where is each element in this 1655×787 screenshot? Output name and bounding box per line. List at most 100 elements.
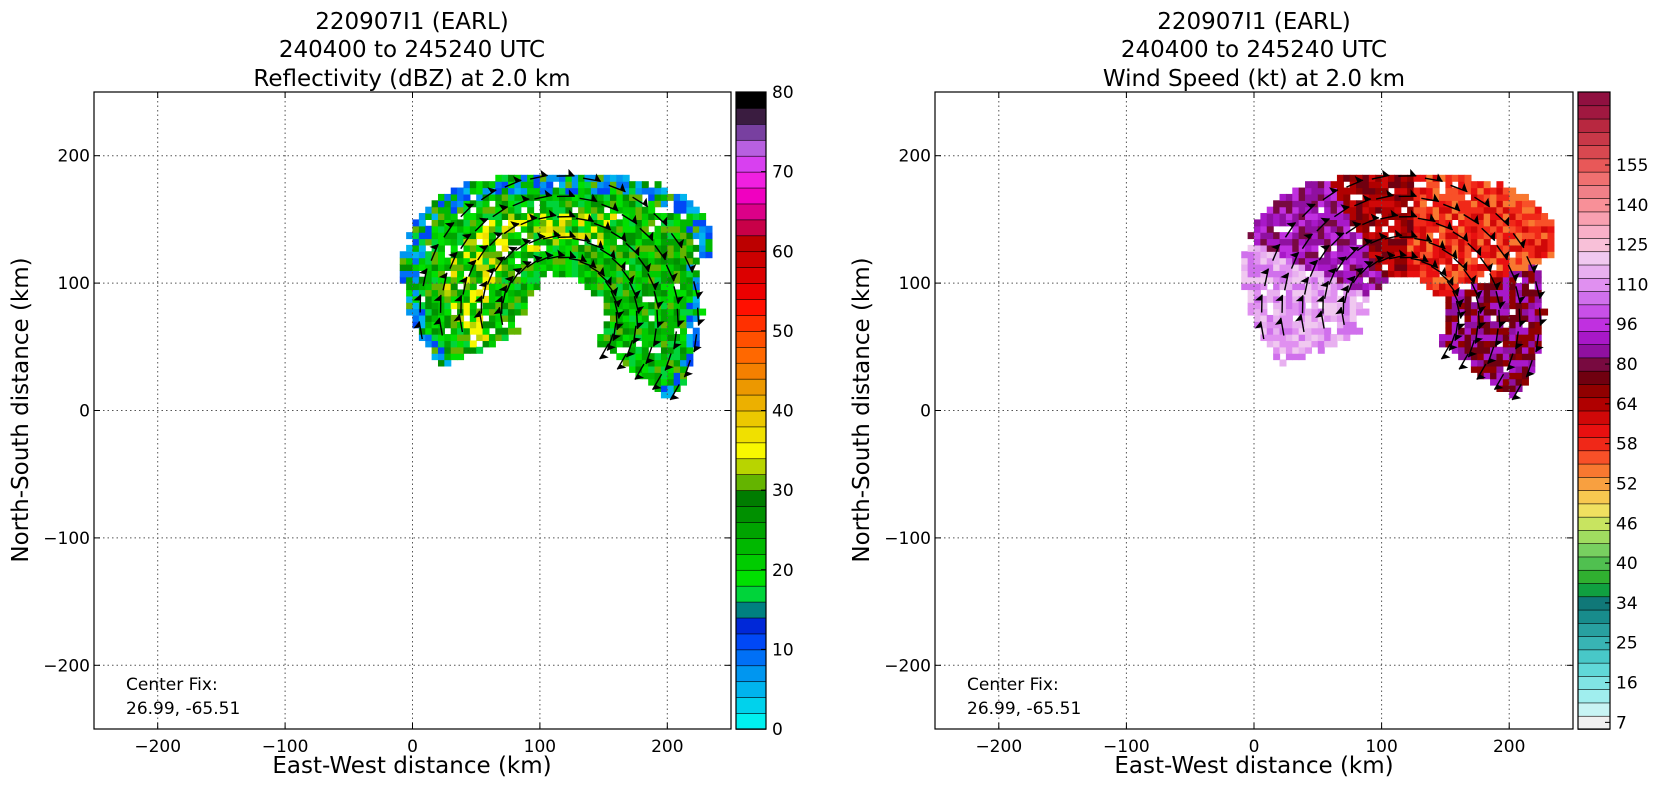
right-colorbar-label: 155 (1616, 156, 1648, 176)
right-field-cell (1451, 200, 1459, 208)
right-field-cell (1273, 270, 1281, 278)
left-field-cell (501, 334, 509, 342)
right-field-cell (1330, 289, 1338, 297)
right-field-cell (1477, 213, 1485, 220)
right-field-cell (1311, 232, 1319, 240)
left-barb-flag (631, 214, 638, 225)
right-field-cell (1419, 232, 1427, 240)
right-field-cell (1515, 346, 1523, 354)
right-field-cell (1273, 219, 1281, 227)
left-field-cell (444, 193, 452, 201)
left-colorbar-swatch (735, 489, 767, 507)
right-field-cell (1349, 200, 1357, 208)
right-field-cell (1336, 244, 1344, 252)
left-colorbar-swatch (735, 139, 767, 157)
left-colorbar-swatch (735, 346, 767, 364)
right-barb-flag (1540, 319, 1548, 326)
left-field-cell (660, 187, 668, 195)
right-field-cell (1324, 289, 1332, 297)
right-field-cell (1279, 359, 1287, 367)
right-field-cell (1521, 314, 1529, 322)
left-field-cell (590, 181, 598, 189)
right-field-cell (1324, 276, 1332, 284)
left-field-cell (501, 257, 509, 265)
right-colorbar-swatch (1577, 264, 1611, 279)
right-colorbar-swatch (1577, 250, 1611, 266)
right-field-cell (1470, 270, 1478, 278)
left-field-cell (616, 263, 624, 271)
left-field-cell (609, 283, 617, 291)
right-field-cell (1470, 321, 1478, 329)
right-field-cell (1515, 200, 1523, 208)
left-field-cell (648, 302, 656, 310)
right-field-cell (1502, 289, 1510, 297)
left-field-cell (654, 225, 662, 233)
right-field-cell (1419, 174, 1427, 182)
left-field-cell (514, 276, 522, 284)
left-field-cell (463, 193, 471, 201)
right-field-cell (1356, 206, 1364, 214)
left-field-cell (705, 232, 713, 240)
left-field-cell (406, 308, 414, 316)
right-barb-shaft (1450, 184, 1468, 193)
left-field-cell (597, 257, 605, 265)
left-field-cell (431, 340, 439, 348)
left-field-cell (412, 321, 420, 329)
left-field-cell (469, 187, 477, 195)
left-field-cell (641, 238, 649, 246)
left-field-cell (450, 263, 458, 271)
left-field-cell (501, 187, 509, 195)
right-field-cell (1305, 327, 1313, 335)
left-barb-flag (648, 231, 654, 241)
right-field-cell (1394, 200, 1402, 208)
left-field-cell (488, 257, 496, 265)
left-field-cell (488, 276, 496, 284)
left-field-cell (609, 174, 617, 182)
right-field-cell (1413, 206, 1421, 214)
left-field-cell (476, 314, 484, 322)
left-field-cell (629, 187, 637, 195)
right-barb-flag (1411, 230, 1418, 238)
right-field-cell (1311, 270, 1319, 278)
right-field-cell (1387, 181, 1395, 189)
right-field-cell (1349, 232, 1357, 240)
right-barb-flag (1538, 291, 1546, 299)
left-field-cell (597, 251, 605, 259)
right-field-cell (1266, 232, 1274, 240)
left-field-cell (654, 251, 662, 259)
left-field-cell (437, 225, 445, 233)
left-colorbar-swatch (735, 107, 767, 125)
left-field-cell (520, 283, 528, 291)
right-field-cell (1241, 283, 1249, 291)
left-barb-flag (612, 202, 619, 211)
left-field-cell (469, 283, 477, 291)
right-field-cell (1381, 206, 1389, 214)
right-colorbar-swatch (1577, 131, 1611, 146)
right-field-cell (1305, 263, 1313, 271)
left-field-cell (590, 200, 598, 208)
left-field-cell (514, 181, 522, 189)
left-field-cell (527, 289, 535, 297)
left-field-cell (667, 365, 675, 373)
right-field-cell (1349, 289, 1357, 297)
right-field-cell (1407, 263, 1415, 271)
right-field-cell (1311, 289, 1319, 297)
right-field-cell (1349, 270, 1357, 278)
right-barb-flag (1254, 294, 1262, 301)
left-field-cell (654, 372, 662, 380)
right-field-cell (1432, 174, 1440, 182)
left-field-cell (609, 213, 617, 220)
right-barb-shaft (1441, 248, 1458, 260)
left-y-tick-label: 100 (58, 274, 90, 294)
right-field-cell (1547, 225, 1555, 233)
left-field-cell (641, 340, 649, 348)
left-barb-shaft (670, 232, 683, 249)
right-field-cell (1285, 314, 1293, 322)
right-field-cell (1260, 225, 1268, 233)
right-field-cell (1528, 334, 1536, 342)
left-field-cell (450, 213, 458, 220)
left-field-cell (457, 219, 465, 227)
left-field-cell (686, 257, 694, 265)
right-field-cell (1413, 244, 1421, 252)
right-field-cell (1362, 263, 1370, 271)
